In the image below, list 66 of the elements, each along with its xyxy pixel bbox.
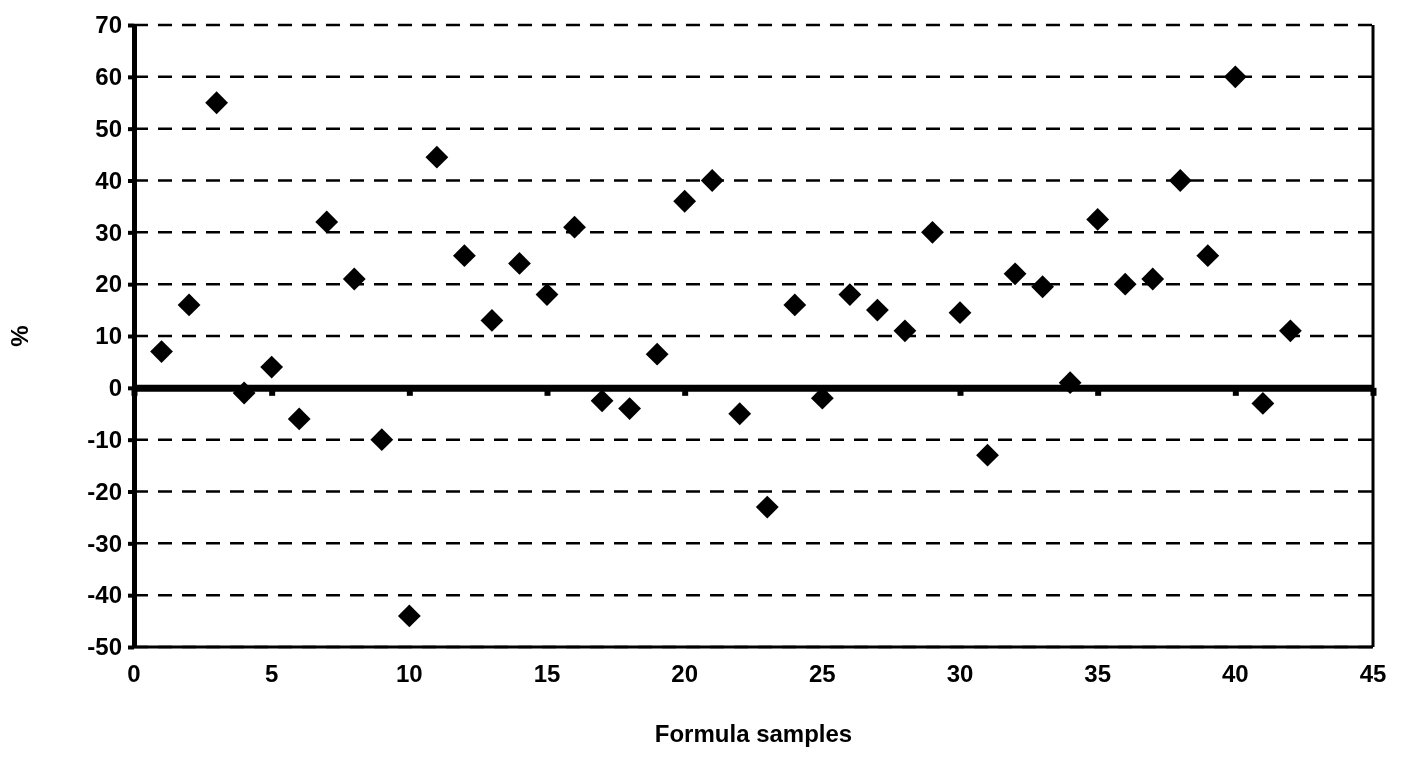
x-axis-title: Formula samples [654,720,853,747]
point [976,443,999,467]
x-tick-label: 40 [1221,660,1249,687]
y-tick-label: 40 [95,166,122,194]
point [590,389,614,413]
x-tick-label: 25 [808,660,836,687]
y-tick-label: -10 [87,425,122,453]
point [508,252,531,275]
point [315,210,339,234]
point [287,407,311,431]
y-tick-label: 50 [95,114,122,142]
y-axis-title: % [6,325,33,347]
point [425,145,449,169]
y-tick-label: 10 [95,322,122,350]
y-tick-label: -30 [87,529,122,557]
point [948,301,972,325]
point [397,604,421,628]
point [783,293,807,317]
point [1058,371,1082,395]
y-tick-label: 70 [95,11,122,39]
point [673,189,697,213]
y-tick-label: -20 [87,477,122,505]
y-tick-label: -40 [87,581,122,609]
x-tick-label: 10 [395,660,423,687]
point [921,220,944,244]
point [1031,275,1054,299]
point [700,169,724,192]
point [755,495,779,519]
x-tick-label: 35 [1084,660,1112,687]
point [1141,267,1165,291]
x-tick-label: 45 [1359,660,1387,687]
x-tick-label: 30 [946,660,974,687]
point [150,340,173,363]
point [1086,207,1110,231]
point [1168,169,1192,192]
point [728,402,752,426]
x-tick-label: 0 [127,660,141,687]
y-tick-label: 30 [95,218,122,246]
point [866,298,889,322]
x-tick-label: 20 [671,660,699,687]
point [1279,319,1302,343]
y-tick-label: -50 [87,633,122,661]
point [1196,244,1220,268]
y-tick-label: 60 [95,63,122,91]
point [1003,262,1027,286]
point [645,342,669,366]
point [260,355,284,379]
y-tick-label: 20 [95,270,122,298]
point [1251,391,1275,415]
point [205,91,228,115]
point [563,215,586,239]
y-tick-label: 0 [108,374,122,402]
point [453,244,476,268]
point [232,381,256,405]
point [618,397,641,420]
x-tick-label: 15 [533,660,561,687]
point [370,428,394,452]
point [1223,65,1247,89]
point [1113,272,1137,296]
point [838,283,862,306]
point [893,319,917,343]
point [342,267,366,291]
x-tick-label: 5 [264,660,279,687]
point [480,309,504,332]
point [535,283,559,306]
point [177,293,201,317]
